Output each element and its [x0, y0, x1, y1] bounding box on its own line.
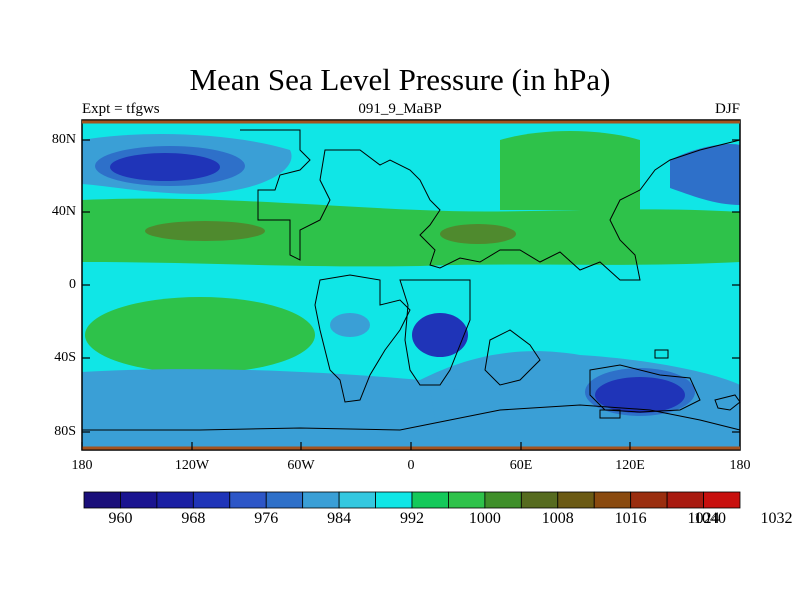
colorbar-label-1024: 1024 [687, 510, 720, 527]
colorbar-label-1040: 1040 [694, 510, 726, 527]
colorbar-swatch [83, 491, 121, 509]
colorbar-swatch [120, 491, 158, 509]
low-pressure-south-core [595, 377, 685, 413]
colorbar-swatch [375, 491, 413, 509]
colorbar-label-1000: 1000 [468, 510, 501, 527]
experiment-label: Expt = tfgws [82, 101, 160, 117]
colorbar-label-1032: 1032 [760, 510, 793, 527]
lat-tick-80n: 80N [51, 132, 76, 147]
colorbar-label-976: 976 [254, 510, 279, 527]
colorbar-swatch [192, 491, 231, 509]
lon-tick-60e: 60E [509, 458, 533, 473]
colorbar-swatch [484, 491, 522, 509]
colorbar-label-992: 992 [400, 510, 424, 527]
lon-tick-0: 0 [407, 458, 415, 473]
model-run-label: 091_9_MaBP [358, 101, 442, 117]
low-pressure-north-core [110, 153, 220, 181]
colorbar-swatch [666, 491, 704, 509]
lon-tick-60w: 60W [287, 458, 315, 473]
colorbar-label-984: 984 [327, 510, 352, 527]
colorbar-swatch [593, 491, 632, 509]
lat-tick-80s: 80S [54, 424, 76, 439]
colorbar-swatch [338, 491, 376, 509]
lon-tick-120w: 120W [174, 458, 210, 473]
colorbar [83, 491, 741, 509]
colorbar-swatch [630, 491, 668, 509]
low-pressure-south-atlantic [412, 313, 468, 357]
high-pressure-band [82, 198, 740, 267]
colorbar-swatch [265, 491, 304, 509]
colorbar-swatch [703, 491, 741, 509]
colorbar-swatch [448, 491, 486, 509]
colorbar-swatch [156, 491, 194, 509]
colorbar-label-1008: 1008 [541, 510, 574, 527]
colorbar-swatch [520, 491, 559, 509]
pressure-field [82, 120, 740, 450]
lat-tick-40s: 40S [54, 350, 76, 365]
low-pressure-northeast [670, 143, 740, 205]
colorbar-label-968: 968 [181, 510, 206, 527]
colorbar-swatch [229, 491, 267, 509]
colorbar-label-1016: 1016 [614, 510, 647, 527]
lon-tick-180w: 180 [71, 458, 93, 473]
high-pressure-south-pacific [85, 297, 315, 373]
low-pressure-south-inner [430, 389, 740, 450]
colorbar-swatch [411, 491, 449, 509]
season-label: DJF [714, 101, 740, 117]
pressure-peak-pacific [145, 221, 265, 241]
lat-tick-40n: 40N [51, 204, 76, 219]
pressure-peak-central [440, 224, 516, 244]
low-pressure-small [330, 313, 370, 337]
colorbar-swatch [557, 491, 595, 509]
colorbar-label-960: 960 [108, 510, 133, 527]
colorbar-swatch [302, 491, 340, 509]
axis-ticks [81, 139, 740, 450]
coastlines [82, 129, 741, 431]
lon-tick-180e: 180 [729, 458, 751, 473]
lat-tick-0: 0 [69, 277, 76, 292]
lon-tick-120e: 120E [615, 458, 645, 473]
plot-title: Mean Sea Level Pressure (in hPa) [189, 62, 611, 97]
high-pressure-asia [500, 131, 640, 210]
